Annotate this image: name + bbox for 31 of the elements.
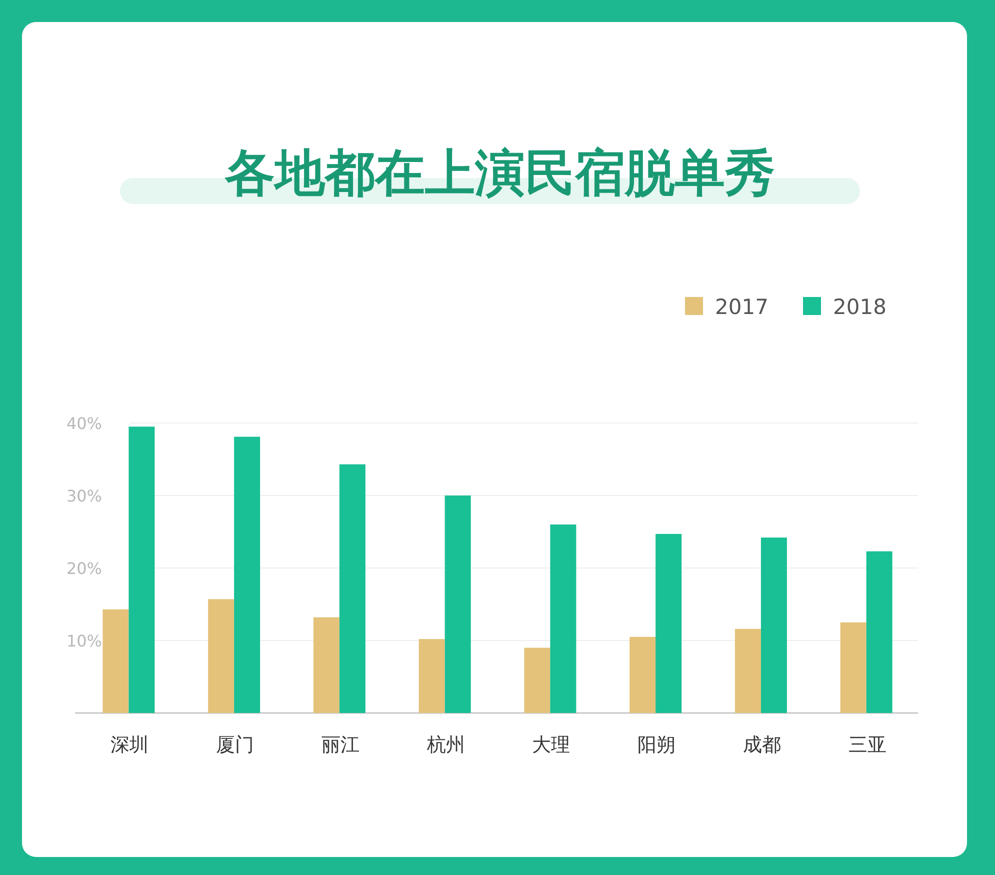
bar <box>840 622 866 713</box>
bar <box>524 648 550 713</box>
x-tick-label: 阳朔 <box>638 734 676 756</box>
bar <box>866 551 892 713</box>
chart-title: 各地都在上演民宿脱单秀 <box>224 144 775 202</box>
legend-label: 2018 <box>833 295 886 319</box>
bar <box>102 609 129 713</box>
x-tick-label: 成都 <box>742 734 781 756</box>
x-tick-label: 深圳 <box>110 734 149 756</box>
bar <box>208 599 234 713</box>
x-tick-label: 丽江 <box>321 734 360 756</box>
bar <box>444 496 471 713</box>
x-tick-label: 三亚 <box>848 734 886 756</box>
bar <box>656 534 682 713</box>
bar <box>339 464 366 713</box>
x-tick-label: 杭州 <box>426 734 465 756</box>
bar <box>418 639 445 713</box>
bar <box>128 426 155 713</box>
bar <box>760 538 787 713</box>
y-tick-label: 10% <box>66 632 102 650</box>
bar <box>734 628 761 713</box>
bar <box>550 524 576 713</box>
bar <box>630 636 656 713</box>
y-tick-label: 40% <box>66 414 102 433</box>
y-tick-label: 30% <box>66 486 102 506</box>
bar <box>313 617 340 713</box>
x-tick-label: 厦门 <box>216 734 254 756</box>
bar <box>234 436 260 713</box>
x-tick-label: 大理 <box>532 734 570 756</box>
legend-label: 2017 <box>715 295 768 319</box>
y-tick-label: 20% <box>66 559 102 578</box>
